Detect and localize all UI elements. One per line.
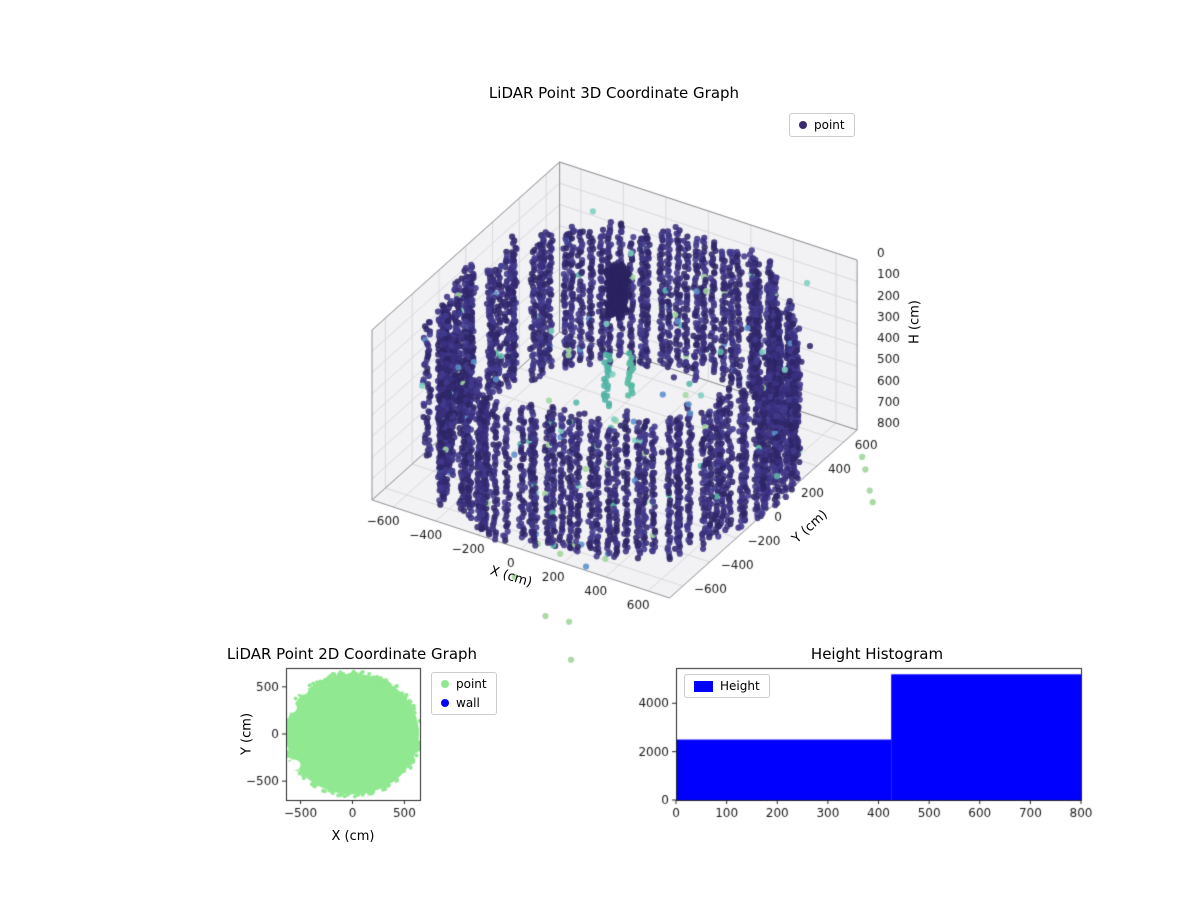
height-patch-icon [694, 680, 713, 692]
plot3d-zlabel: H (cm) [907, 300, 923, 344]
point-marker-icon [799, 121, 807, 129]
plot3d-legend: point [789, 113, 855, 137]
plot2d-legend-label-wall: wall [456, 696, 480, 710]
histogram-title: Height Histogram [810, 645, 944, 663]
plot3d-title: LiDAR Point 3D Coordinate Graph [488, 84, 740, 102]
histogram-legend-item-height: Height [694, 679, 760, 693]
point-marker-icon [441, 680, 449, 688]
plot2d-legend-label-point: point [456, 677, 487, 691]
plot2d-xlabel: X (cm) [331, 829, 375, 844]
wall-marker-icon [441, 699, 449, 707]
plot2d-legend-item-point: point [441, 677, 487, 691]
plot2d-title: LiDAR Point 2D Coordinate Graph [226, 645, 478, 663]
plot2d-legend: point wall [431, 672, 497, 715]
plot3d-legend-item-point: point [799, 118, 845, 132]
plot2d-ylabel: Y (cm) [239, 712, 255, 756]
histogram-legend: Height [684, 674, 770, 698]
plot3d-legend-label: point [814, 118, 845, 132]
histogram-legend-label: Height [720, 679, 760, 693]
plot2d-legend-item-wall: wall [441, 696, 487, 710]
